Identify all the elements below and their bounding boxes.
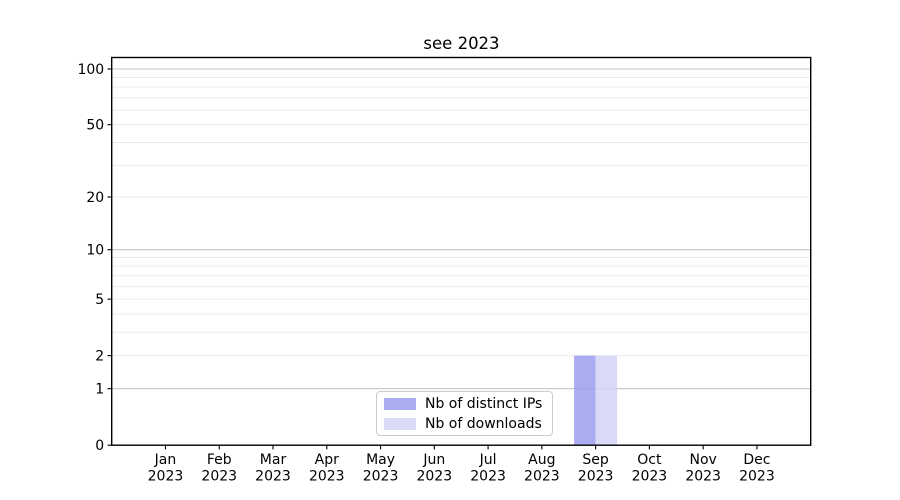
svg-text:5: 5 <box>95 292 104 308</box>
svg-text:2023: 2023 <box>148 469 184 485</box>
svg-text:0: 0 <box>95 438 104 454</box>
svg-text:10: 10 <box>86 243 104 259</box>
svg-text:20: 20 <box>86 190 104 206</box>
svg-text:2: 2 <box>95 349 104 365</box>
svg-text:Jun: Jun <box>422 452 445 468</box>
legend-item-downloads: Nb of downloads <box>384 416 552 432</box>
svg-text:Oct: Oct <box>637 452 662 468</box>
svg-text:Aug: Aug <box>528 452 555 468</box>
legend-swatch-distinct-ips <box>384 397 416 410</box>
legend-item-distinct-ips: Nb of distinct IPs <box>384 396 552 412</box>
svg-text:2023: 2023 <box>255 469 291 485</box>
svg-text:Mar: Mar <box>260 452 287 468</box>
svg-text:2023: 2023 <box>416 469 452 485</box>
svg-text:Sep: Sep <box>582 452 609 468</box>
svg-text:50: 50 <box>86 118 104 134</box>
svg-text:Feb: Feb <box>207 452 232 468</box>
legend: Nb of distinct IPs Nb of downloads <box>376 391 553 436</box>
svg-text:Jul: Jul <box>479 452 497 468</box>
svg-text:Apr: Apr <box>315 452 339 468</box>
legend-swatch-downloads <box>384 417 416 430</box>
legend-label-distinct-ips: Nb of distinct IPs <box>425 395 543 412</box>
svg-text:2023: 2023 <box>309 469 345 485</box>
svg-text:Nov: Nov <box>689 452 716 468</box>
legend-label-downloads: Nb of downloads <box>425 415 542 432</box>
svg-text:Jan: Jan <box>154 452 177 468</box>
svg-text:2023: 2023 <box>578 469 614 485</box>
svg-text:2023: 2023 <box>685 469 721 485</box>
svg-text:May: May <box>366 452 395 468</box>
svg-text:100: 100 <box>77 62 104 78</box>
svg-text:2023: 2023 <box>470 469 506 485</box>
svg-text:2023: 2023 <box>363 469 399 485</box>
svg-text:2023: 2023 <box>524 469 560 485</box>
svg-text:1: 1 <box>95 382 104 398</box>
svg-text:2023: 2023 <box>739 469 775 485</box>
svg-text:Dec: Dec <box>743 452 770 468</box>
svg-text:2023: 2023 <box>632 469 668 485</box>
svg-text:2023: 2023 <box>201 469 237 485</box>
